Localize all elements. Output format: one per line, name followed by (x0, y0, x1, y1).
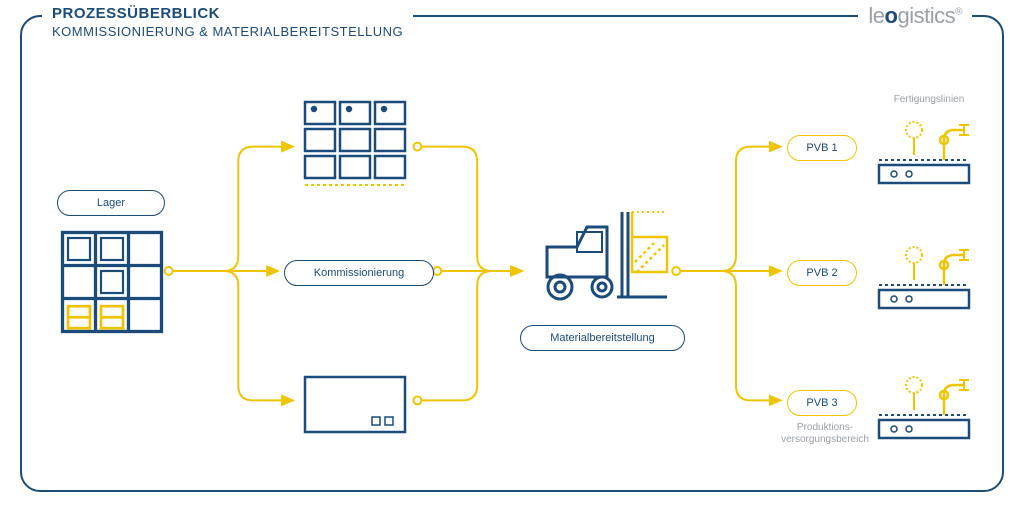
robot-line-icon-2 (874, 235, 974, 313)
logo-prefix: le (868, 3, 884, 28)
header: PROZESSÜBERBLICK KOMMISSIONIERUNG & MATE… (42, 5, 413, 39)
pallet-stack-icon (300, 97, 410, 192)
logo: leogistics® (858, 3, 972, 29)
box-icon (300, 372, 410, 437)
node-pvb3: PVB 3 (787, 390, 857, 416)
node-lager: Lager (57, 190, 165, 216)
node-materialbereitstellung: Materialbereitstellung (520, 325, 685, 351)
node-pvb3-label: PVB 3 (806, 397, 837, 409)
logo-accent: o (885, 3, 898, 28)
node-pvb2: PVB 2 (787, 260, 857, 286)
node-material-label: Materialbereitstellung (550, 332, 655, 344)
node-lager-label: Lager (97, 197, 125, 209)
node-kommissionierung: Kommissionierung (284, 260, 434, 286)
title-main: PROZESSÜBERBLICK (52, 5, 403, 22)
process-diagram: Lager (22, 62, 1002, 490)
label-produktionsversorgung: Produktions- versorgungsbereich (780, 422, 870, 446)
node-pvb1-label: PVB 1 (806, 142, 837, 154)
node-pvb2-label: PVB 2 (806, 267, 837, 279)
robot-line-icon-1 (874, 110, 974, 188)
warehouse-icon (57, 227, 167, 337)
forklift-icon (532, 202, 672, 312)
label-fertigungslinien: Fertigungslinien (884, 94, 974, 106)
title-sub: KOMMISSIONIERUNG & MATERIALBEREITSTELLUN… (52, 24, 403, 39)
robot-line-icon-3 (874, 365, 974, 443)
node-kommiss-label: Kommissionierung (314, 267, 404, 279)
logo-suffix: gistics (898, 3, 956, 28)
node-pvb1: PVB 1 (787, 135, 857, 161)
